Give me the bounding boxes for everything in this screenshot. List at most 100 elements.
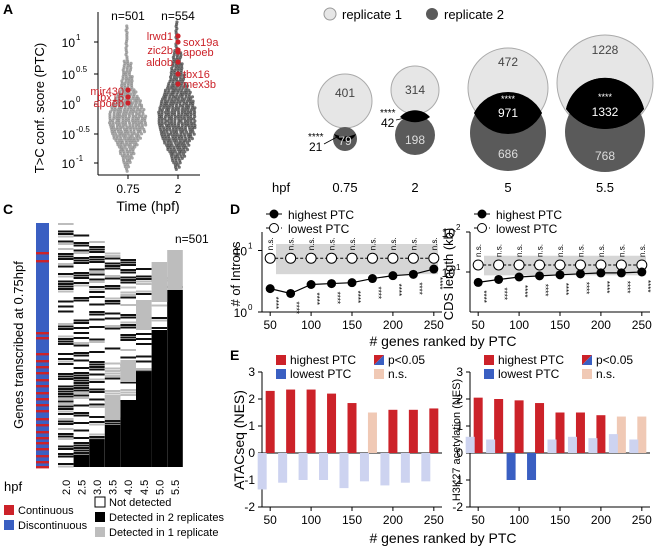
swarm-dot bbox=[187, 143, 191, 147]
panel-d-xlabel: # genes ranked by PTC bbox=[369, 333, 516, 349]
heat-cell bbox=[120, 389, 136, 391]
heat-cell bbox=[120, 336, 136, 339]
heat-cell bbox=[73, 282, 90, 284]
heat-cell bbox=[58, 388, 74, 390]
panel-a-ylabel: T>C conf. score (PTC) bbox=[32, 43, 47, 173]
heat-cell bbox=[120, 381, 136, 384]
heat-cell bbox=[58, 445, 74, 448]
heat-cell bbox=[58, 433, 74, 435]
gene-label: apoeb bbox=[183, 47, 214, 59]
heat-cell bbox=[73, 277, 90, 279]
highest-ptc-point bbox=[494, 274, 504, 284]
count-2: n=554 bbox=[161, 9, 195, 23]
heat-cell bbox=[136, 368, 152, 370]
gene-label: aldob bbox=[146, 57, 173, 69]
swarm-dot bbox=[193, 126, 197, 130]
panel-e-left-ylabel: ATACseq (NES) bbox=[231, 390, 247, 490]
swarm-dot bbox=[123, 145, 127, 149]
heat-cell bbox=[89, 406, 105, 408]
xtick: 100 bbox=[509, 318, 529, 332]
gene-dot bbox=[175, 49, 181, 55]
xtick: 250 bbox=[632, 513, 652, 527]
heat-cell bbox=[58, 373, 74, 375]
heat-cell bbox=[73, 447, 90, 449]
timepoint-2: 2 bbox=[411, 180, 418, 195]
legend-lowest: lowest PTC bbox=[290, 367, 352, 381]
gene-dot bbox=[175, 39, 181, 45]
heat-block bbox=[73, 455, 90, 467]
heat-column-label: 5.5 bbox=[170, 480, 182, 495]
heat-cell bbox=[89, 341, 105, 343]
heat-cell bbox=[73, 382, 90, 384]
panel-b-letter: B bbox=[230, 1, 240, 17]
heat-cell bbox=[73, 332, 90, 334]
heat-column bbox=[73, 232, 90, 467]
swarm-dot bbox=[187, 139, 192, 143]
highest-ptc-bar bbox=[473, 397, 483, 453]
swarm-dot bbox=[120, 88, 124, 92]
xtick: 200 bbox=[383, 318, 403, 332]
heat-cell bbox=[120, 314, 136, 316]
heat-cell bbox=[89, 373, 105, 376]
heat-cell bbox=[104, 367, 121, 370]
xtick-2: 2 bbox=[175, 182, 182, 196]
heat-cell bbox=[73, 422, 90, 424]
heat-cell bbox=[58, 428, 74, 430]
swarm-dot bbox=[133, 132, 137, 136]
heat-cell bbox=[89, 326, 105, 328]
heat-cell bbox=[104, 265, 121, 267]
heat-cell bbox=[73, 352, 90, 354]
heat-cell bbox=[73, 327, 90, 329]
heat-cell bbox=[58, 405, 74, 408]
panel-a-ytick-exp: 1 bbox=[76, 33, 81, 42]
heat-cell bbox=[120, 334, 136, 336]
heat-cell bbox=[89, 378, 105, 381]
venn-5.5-rep1-count: 1228 bbox=[592, 43, 619, 57]
heat-cell bbox=[120, 281, 136, 284]
swarm-dot bbox=[173, 150, 177, 154]
highest-ptc-point bbox=[408, 269, 418, 279]
signif-label: **** bbox=[271, 297, 280, 309]
highest-ptc-point bbox=[514, 272, 524, 282]
panel-c-count: n=501 bbox=[175, 232, 209, 246]
lowest-ptc-point bbox=[534, 259, 546, 271]
heat-cell bbox=[73, 274, 90, 277]
heat-cell bbox=[89, 318, 105, 321]
swarm-dot bbox=[176, 110, 181, 114]
heat-block bbox=[136, 300, 152, 330]
ytick: 10 bbox=[442, 226, 456, 240]
heat-cell bbox=[104, 285, 121, 287]
gene-dot bbox=[175, 59, 181, 65]
heat-cell bbox=[89, 313, 105, 316]
venn-5.5-overlap bbox=[566, 77, 644, 130]
heat-cell bbox=[89, 433, 105, 436]
signif-label: **** bbox=[622, 281, 631, 293]
lowest-ptc-point bbox=[305, 252, 317, 264]
heat-cell bbox=[58, 453, 74, 455]
continuous-mark bbox=[36, 461, 49, 464]
heat-column-label: 4.5 bbox=[139, 480, 151, 495]
heat-cell bbox=[89, 363, 105, 366]
lowest-ptc-point bbox=[366, 252, 378, 264]
swarm-dot bbox=[131, 97, 135, 101]
heat-cell bbox=[89, 271, 105, 273]
ns-label: n.s. bbox=[348, 237, 357, 250]
swarm-dot bbox=[121, 90, 126, 94]
heat-cell bbox=[58, 300, 74, 303]
xtick: 200 bbox=[591, 318, 611, 332]
legend-highest: highest PTC bbox=[288, 208, 354, 222]
continuous-mark bbox=[36, 360, 49, 363]
panel-a-letter: A bbox=[3, 1, 13, 17]
heat-cell bbox=[73, 412, 90, 414]
swarm-dot bbox=[177, 165, 181, 169]
venn-5-signif: **** bbox=[501, 94, 516, 104]
heat-cell bbox=[58, 438, 74, 440]
continuous-mark bbox=[36, 252, 49, 255]
lowest-ptc-bar bbox=[608, 434, 618, 453]
highest-ptc-point bbox=[306, 280, 316, 290]
swarm-dot bbox=[130, 156, 134, 160]
heat-cell bbox=[120, 391, 136, 394]
heat-cell bbox=[89, 241, 105, 243]
